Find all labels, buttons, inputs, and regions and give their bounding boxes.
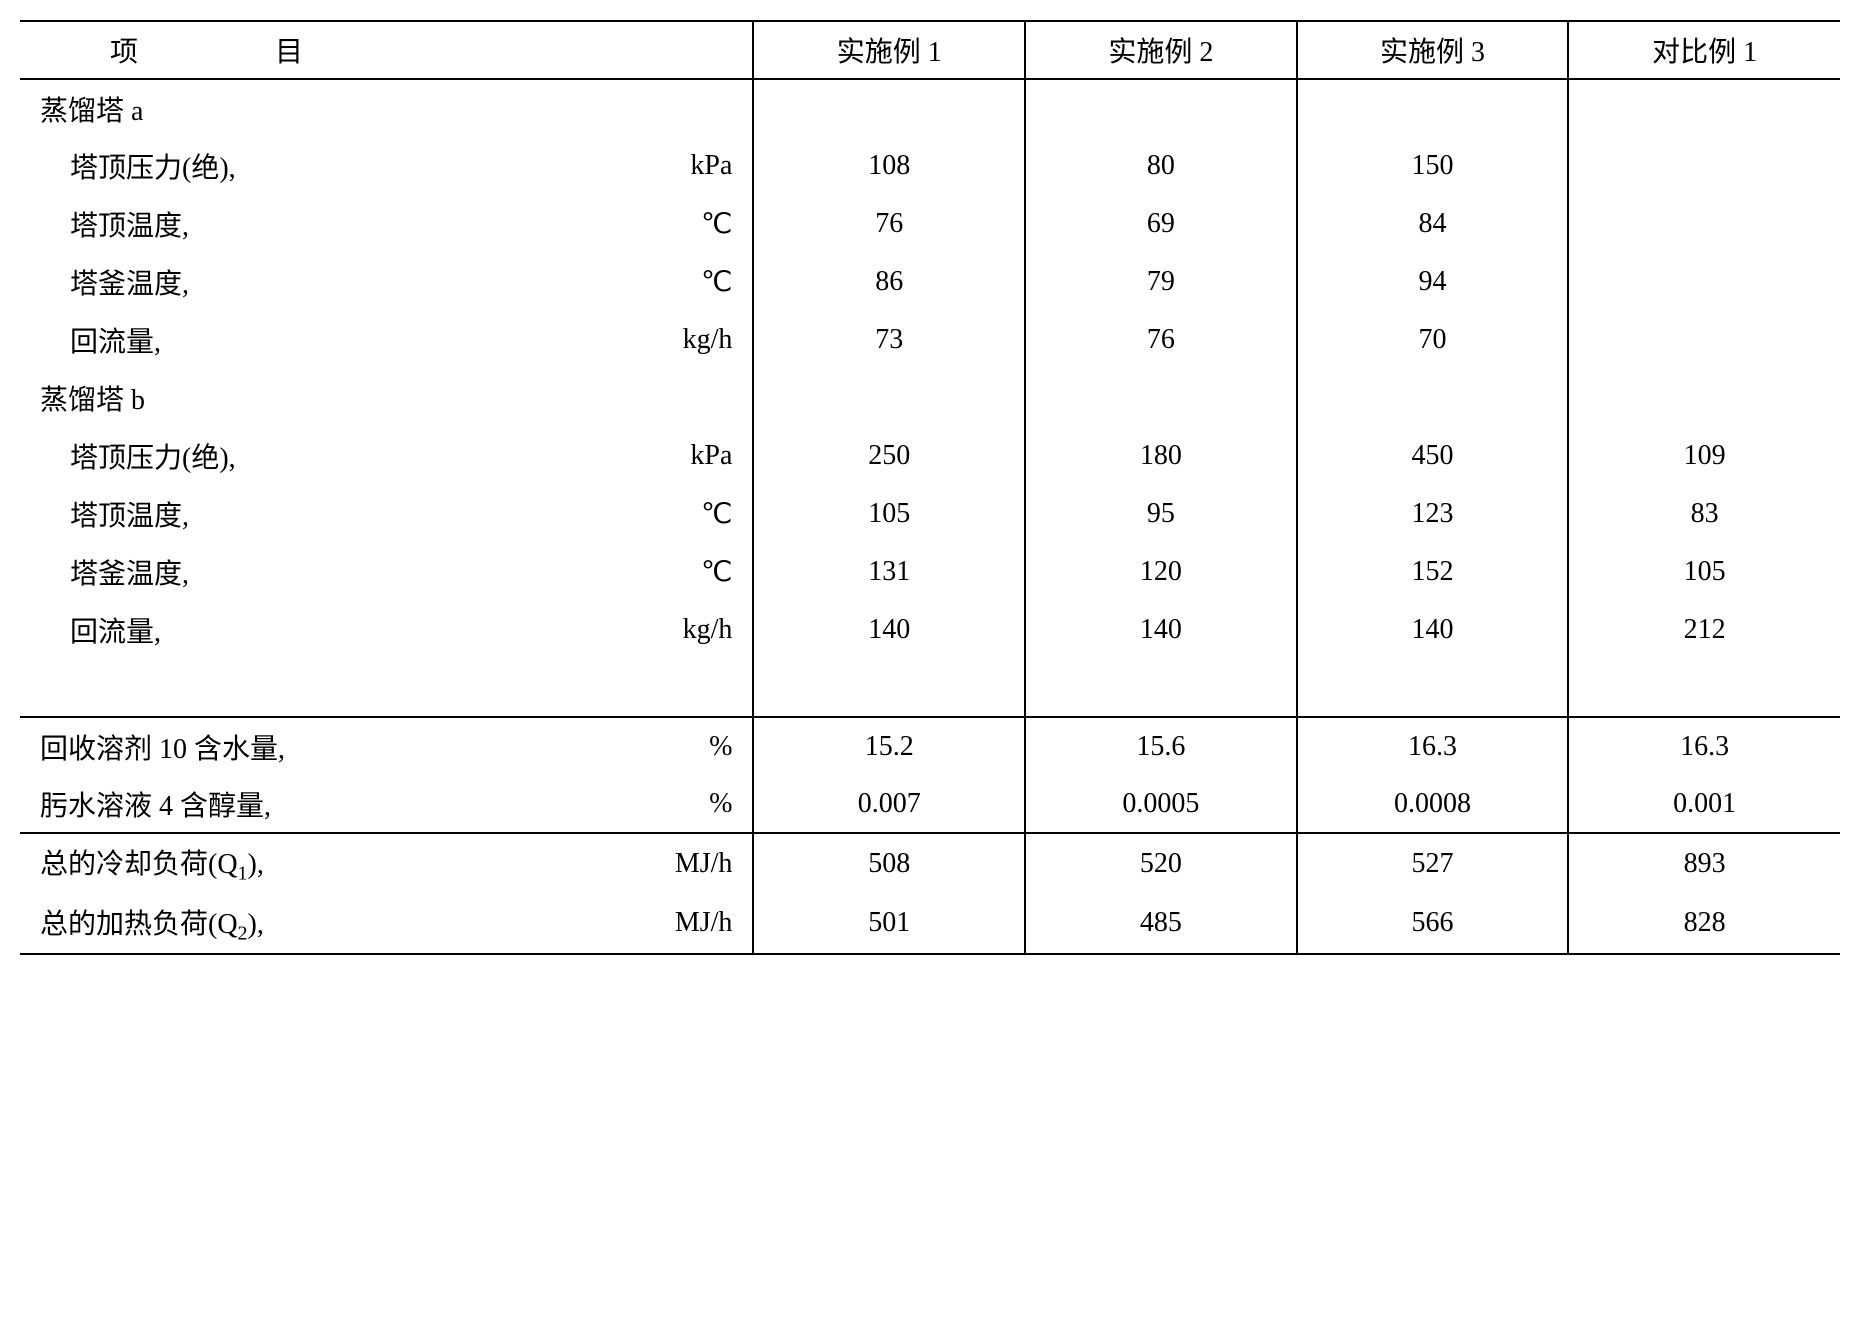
row-label: 回流量,	[20, 601, 590, 659]
row-label: 塔顶温度,	[20, 485, 590, 543]
section-b-title: 蒸馏塔 b	[20, 369, 590, 427]
row-value: 15.2	[753, 717, 1025, 775]
row-value: 131	[753, 543, 1025, 601]
table-row: 总的加热负荷(Q2), MJ/h 501 485 566 828	[20, 894, 1840, 955]
row-unit: ℃	[590, 543, 753, 601]
row-value: 520	[1025, 833, 1297, 894]
row-value: 73	[753, 311, 1025, 369]
row-value: 16.3	[1297, 717, 1569, 775]
row-value: 566	[1297, 894, 1569, 955]
row-value: 150	[1297, 137, 1569, 195]
row-value	[1568, 195, 1840, 253]
table-row: 塔顶压力(绝), kPa 250 180 450 109	[20, 427, 1840, 485]
row-value: 212	[1568, 601, 1840, 659]
row-value: 16.3	[1568, 717, 1840, 775]
row-unit: kg/h	[590, 311, 753, 369]
row-value: 105	[1568, 543, 1840, 601]
row-value: 508	[753, 833, 1025, 894]
header-col2: 实施例 2	[1025, 21, 1297, 79]
table-row: 回流量, kg/h 140 140 140 212	[20, 601, 1840, 659]
section-a-title-row: 蒸馏塔 a	[20, 79, 1840, 137]
row-value: 140	[753, 601, 1025, 659]
row-label: 塔顶压力(绝),	[20, 427, 590, 485]
row-label: 总的加热负荷(Q2),	[20, 894, 590, 955]
table-row: 回收溶剂 10 含水量, % 15.2 15.6 16.3 16.3	[20, 717, 1840, 775]
header-unit-cell	[590, 21, 753, 79]
row-label: 塔顶温度,	[20, 195, 590, 253]
row-value: 79	[1025, 253, 1297, 311]
row-value: 95	[1025, 485, 1297, 543]
table-row: 塔顶压力(绝), kPa 108 80 150	[20, 137, 1840, 195]
row-value: 0.007	[753, 775, 1025, 833]
row-value: 180	[1025, 427, 1297, 485]
row-unit: kPa	[590, 427, 753, 485]
header-col4: 对比例 1	[1568, 21, 1840, 79]
row-value: 76	[753, 195, 1025, 253]
row-unit: ℃	[590, 485, 753, 543]
row-label: 回流量,	[20, 311, 590, 369]
row-value: 105	[753, 485, 1025, 543]
header-col1: 实施例 1	[753, 21, 1025, 79]
row-value: 501	[753, 894, 1025, 955]
row-unit: kPa	[590, 137, 753, 195]
row-value: 140	[1025, 601, 1297, 659]
table-row: 肟水溶液 4 含醇量, % 0.007 0.0005 0.0008 0.001	[20, 775, 1840, 833]
row-value: 0.0008	[1297, 775, 1569, 833]
row-label: 塔釜温度,	[20, 543, 590, 601]
table-row: 回流量, kg/h 73 76 70	[20, 311, 1840, 369]
section-a-title: 蒸馏塔 a	[20, 79, 590, 137]
row-value: 94	[1297, 253, 1569, 311]
row-value: 450	[1297, 427, 1569, 485]
row-value: 0.001	[1568, 775, 1840, 833]
row-value: 70	[1297, 311, 1569, 369]
row-unit: ℃	[590, 195, 753, 253]
header-xiang: 项	[110, 37, 138, 68]
row-value: 109	[1568, 427, 1840, 485]
row-value: 84	[1297, 195, 1569, 253]
row-unit: %	[590, 775, 753, 833]
row-unit: ℃	[590, 253, 753, 311]
table-header-row: 项 目 实施例 1 实施例 2 实施例 3 对比例 1	[20, 21, 1840, 79]
row-label: 肟水溶液 4 含醇量,	[20, 775, 590, 833]
row-unit: MJ/h	[590, 833, 753, 894]
row-value: 83	[1568, 485, 1840, 543]
row-value: 527	[1297, 833, 1569, 894]
row-unit: kg/h	[590, 601, 753, 659]
row-label: 塔釜温度,	[20, 253, 590, 311]
header-mu: 目	[145, 37, 303, 68]
row-value: 76	[1025, 311, 1297, 369]
row-value: 123	[1297, 485, 1569, 543]
spacer-row	[20, 659, 1840, 717]
table-row: 塔顶温度, ℃ 105 95 123 83	[20, 485, 1840, 543]
table-row: 总的冷却负荷(Q1), MJ/h 508 520 527 893	[20, 833, 1840, 894]
header-label-cell: 项 目	[20, 21, 590, 79]
row-value: 250	[753, 427, 1025, 485]
row-value: 108	[753, 137, 1025, 195]
table-row: 塔釜温度, ℃ 86 79 94	[20, 253, 1840, 311]
row-value	[1568, 137, 1840, 195]
section-b-title-row: 蒸馏塔 b	[20, 369, 1840, 427]
row-value: 893	[1568, 833, 1840, 894]
row-unit: %	[590, 717, 753, 775]
row-value: 485	[1025, 894, 1297, 955]
row-value: 828	[1568, 894, 1840, 955]
row-value: 69	[1025, 195, 1297, 253]
row-value: 80	[1025, 137, 1297, 195]
data-table: 项 目 实施例 1 实施例 2 实施例 3 对比例 1 蒸馏塔 a 塔顶压力(绝…	[20, 20, 1840, 955]
row-unit: MJ/h	[590, 894, 753, 955]
row-value: 0.0005	[1025, 775, 1297, 833]
row-value	[1568, 311, 1840, 369]
header-col3: 实施例 3	[1297, 21, 1569, 79]
row-value: 140	[1297, 601, 1569, 659]
row-value	[1568, 253, 1840, 311]
table-row: 塔顶温度, ℃ 76 69 84	[20, 195, 1840, 253]
table-row: 塔釜温度, ℃ 131 120 152 105	[20, 543, 1840, 601]
row-value: 86	[753, 253, 1025, 311]
row-label: 塔顶压力(绝),	[20, 137, 590, 195]
row-value: 15.6	[1025, 717, 1297, 775]
row-value: 120	[1025, 543, 1297, 601]
row-label: 总的冷却负荷(Q1),	[20, 833, 590, 894]
row-value: 152	[1297, 543, 1569, 601]
row-label: 回收溶剂 10 含水量,	[20, 717, 590, 775]
